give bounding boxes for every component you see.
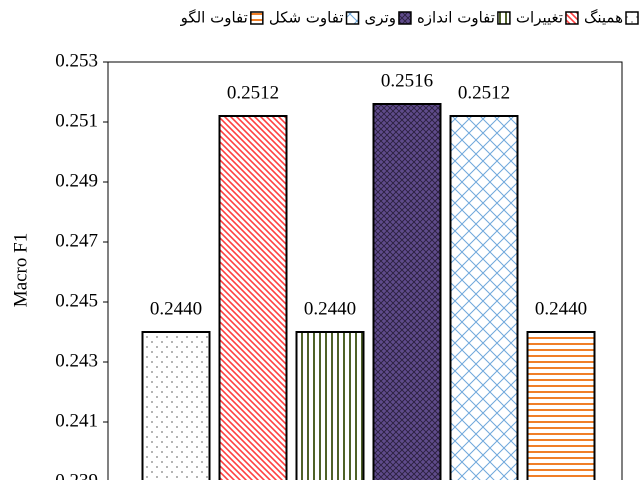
bar [218, 115, 288, 480]
legend-swatch [625, 11, 639, 25]
legend-label: وتری [365, 9, 396, 27]
data-label: 0.2440 [150, 298, 202, 319]
y-tick-label: 0.247 [55, 230, 98, 251]
data-label: 0.2440 [304, 298, 356, 319]
bar [141, 331, 211, 480]
legend-label: تفاوت شکل [269, 9, 344, 27]
data-label: 0.2440 [535, 298, 587, 319]
y-tick-label: 0.243 [55, 350, 98, 371]
legend-swatch [398, 11, 412, 25]
legend-label: تفاوت اندازه [417, 9, 495, 27]
bar [372, 103, 442, 480]
y-tick-label: 0.251 [55, 110, 98, 131]
plot-frame [107, 61, 623, 480]
y-axis-label: Macro F1 [10, 233, 31, 307]
legend-swatch [565, 11, 579, 25]
legend-label: تفاوت الگو [180, 9, 248, 27]
legend-swatch [250, 11, 264, 25]
legend-swatch [345, 11, 360, 25]
bar [526, 331, 596, 480]
data-label: 0.2516 [381, 70, 433, 91]
y-tick-label: 0.249 [55, 170, 98, 191]
bar [449, 115, 519, 480]
y-tick-label: 0.241 [55, 410, 98, 431]
legend-swatch [497, 11, 511, 25]
data-label: 0.2512 [458, 82, 510, 103]
legend-label: تغییرات [516, 9, 563, 27]
data-label: 0.2512 [227, 82, 279, 103]
legend-label: همینگ [584, 9, 623, 27]
y-tick-label: 0.245 [55, 290, 98, 311]
y-tick-label: 0.253 [55, 50, 98, 71]
bar [295, 331, 365, 480]
legend: همینگ تغییرات تفاوت اندازه وتری تفاوت شکل تفا… [180, 9, 639, 27]
y-tick-label: 0.239 [55, 470, 98, 480]
